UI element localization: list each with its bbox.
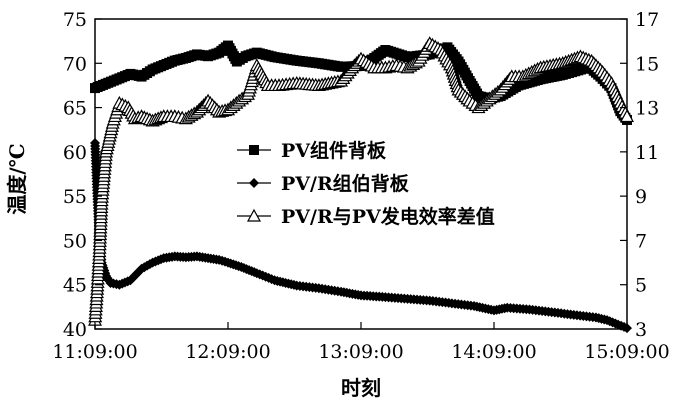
legend-label: PV/R组伯背板 (281, 172, 410, 195)
x-tick-label: 11:09:00 (52, 341, 137, 363)
y-left-tick-label: 45 (63, 275, 87, 297)
legend-marker (249, 178, 259, 188)
y-left-tick-label: 55 (63, 186, 87, 208)
y-right-tick-label: 7 (635, 230, 647, 252)
legend-label: PV组件背板 (281, 139, 387, 162)
y-left-tick-label: 75 (63, 9, 87, 31)
y-right-tick-label: 13 (635, 98, 659, 120)
axes-layer: 温度/℃ 时刻 40 45 50 55 60 65 70 75 3 5 7 9 11 13 15 17 11:0… (5, 9, 670, 400)
legend: PV组件背板 PV/R组伯背板 PV/R与PV发电效率差值 (237, 139, 495, 228)
series-2 (90, 138, 632, 334)
x-tick-label: 15:09:00 (584, 341, 669, 363)
y-right-tick-label: 9 (635, 186, 647, 208)
legend-item-3: PV/R与PV发电效率差值 (237, 205, 495, 228)
y-right-tick-label: 17 (635, 9, 659, 31)
data-point-marker (619, 109, 635, 123)
x-axis-title: 时刻 (341, 376, 381, 400)
y-left-tick-label: 65 (63, 98, 87, 120)
x-tick-label: 13:09:00 (318, 341, 403, 363)
legend-item-1: PV组件背板 (237, 139, 387, 162)
legend-label: PV/R与PV发电效率差值 (281, 205, 495, 228)
x-tick-label: 12:09:00 (185, 341, 270, 363)
series-3 (87, 36, 635, 326)
y-right-tick-label: 15 (635, 53, 659, 75)
y-axis-left-title: 温度/℃ (5, 143, 29, 214)
y-left-tick-label: 60 (63, 142, 87, 164)
legend-marker (249, 145, 259, 155)
y-right-tick-label: 3 (635, 319, 647, 341)
legend-item-2: PV/R组伯背板 (237, 172, 410, 195)
series-1 (90, 40, 632, 125)
legend-marker (246, 208, 262, 222)
y-left-tick-label: 70 (63, 53, 87, 75)
y-right-tick-label: 5 (635, 275, 647, 297)
series-layer (87, 36, 635, 334)
y-right-tick-label: 11 (635, 142, 659, 164)
y-left-tick-label: 50 (63, 230, 87, 252)
y-left-tick-label: 40 (63, 319, 87, 341)
x-tick-label: 14:09:00 (451, 341, 536, 363)
